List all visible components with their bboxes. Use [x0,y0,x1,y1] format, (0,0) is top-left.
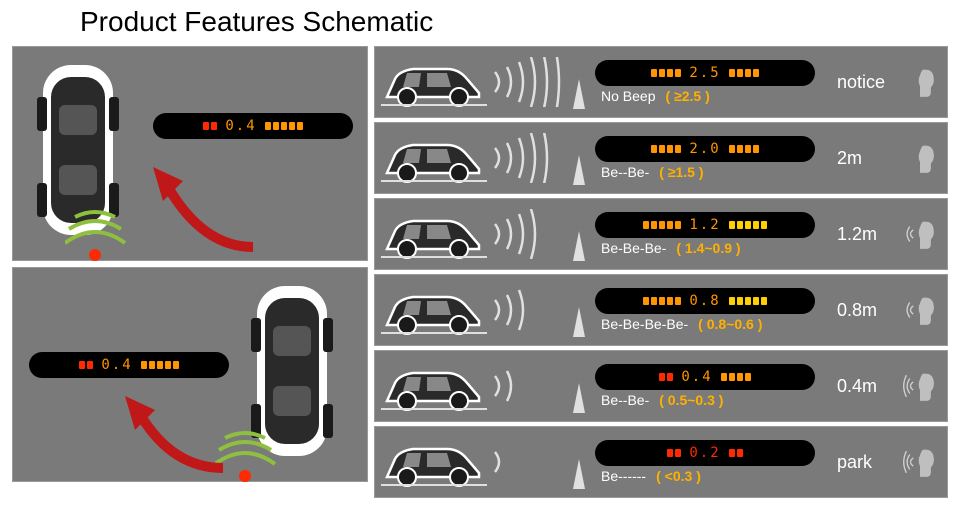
left-column: 0.4 0.4 [12,46,368,498]
threshold-label: ( <0.3 ) [656,468,701,484]
threshold-label: ( 0.8~0.6 ) [698,316,762,332]
distance-label: 2m [837,148,893,169]
sensor-display: 1.2 [595,212,815,238]
car-side-icon [379,283,489,337]
beep-pattern: Be--Be- [601,392,649,408]
left-bars [651,145,681,153]
sonar-waves-icon [489,437,569,487]
left-bars [643,297,681,305]
display-block: 2.0 Be--Be- ( ≥1.5 ) [595,136,815,180]
right-bars [265,122,303,130]
display-reading: 0.4 [221,118,261,134]
display-block: 2.5 No Beep ( ≥2.5 ) [595,60,815,104]
driver-head-icon [901,210,939,258]
obstacle-cone-icon [573,307,585,337]
car-side-icon [379,359,489,413]
sonar-waves-icon [489,285,569,335]
distance-label: 1.2m [837,224,893,245]
right-bars [729,297,767,305]
distance-label: 0.8m [837,300,893,321]
sonar-waves-icon [489,133,569,183]
display-block: 0.2 Be------ ( <0.3 ) [595,440,815,484]
right-bars [729,221,767,229]
distance-row: 2.5 No Beep ( ≥2.5 ) notice [374,46,948,118]
driver-head-icon [901,286,939,334]
left-bars [203,122,217,130]
driver-head-icon [901,438,939,486]
distance-label: 0.4m [837,376,893,397]
schematic-panel-top: 0.4 [12,46,368,261]
obstacle-cone-icon [573,231,585,261]
main-layout: 0.4 0.4 [0,46,960,498]
car-side-icon [379,207,489,261]
sensor-waves-icon [65,207,155,267]
display-reading: 2.0 [685,141,725,157]
sonar-waves-icon [489,57,569,107]
sensor-display: 2.0 [595,136,815,162]
threshold-label: ( 1.4~0.9 ) [676,240,740,256]
sensor-display: 0.2 [595,440,815,466]
left-bars [659,373,673,381]
display-block: 0.4 Be--Be- ( 0.5~0.3 ) [595,364,815,408]
car-side-icon [379,435,489,489]
distance-row: 0.8 Be-Be-Be-Be- ( 0.8~0.6 ) 0.8m [374,274,948,346]
distance-row: 0.4 Be--Be- ( 0.5~0.3 ) 0.4m [374,350,948,422]
left-bars [667,449,681,457]
display-reading: 0.4 [97,357,137,373]
sonar-waves-icon [489,209,569,259]
beep-pattern: Be-Be-Be- [601,240,666,256]
left-bars [651,69,681,77]
distance-rows: 2.5 No Beep ( ≥2.5 ) notice 2.0 [374,46,948,498]
sonar-waves-icon [489,361,569,411]
right-bars [729,145,759,153]
sensor-display: 0.4 [595,364,815,390]
right-bars [729,449,743,457]
display-reading: 0.4 [677,369,717,385]
beep-pattern: Be------ [601,468,646,484]
left-bars [79,361,93,369]
right-bars [729,69,759,77]
car-side-icon [379,55,489,109]
driver-head-icon [901,134,939,182]
beep-pattern: Be-Be-Be-Be- [601,316,688,332]
schematic-panel-bottom: 0.4 [12,267,368,482]
sensor-display: 0.4 [153,113,353,139]
right-bars [721,373,751,381]
sensor-display: 0.4 [29,352,229,378]
display-block: 1.2 Be-Be-Be- ( 1.4~0.9 ) [595,212,815,256]
distance-label: park [837,452,893,473]
driver-head-icon [901,58,939,106]
beep-pattern: Be--Be- [601,164,649,180]
obstacle-cone-icon [573,383,585,413]
page-title: Product Features Schematic [0,0,960,46]
distance-row: 0.2 Be------ ( <0.3 ) park [374,426,948,498]
obstacle-cone-icon [573,459,585,489]
display-reading: 1.2 [685,217,725,233]
distance-row: 1.2 Be-Be-Be- ( 1.4~0.9 ) 1.2m [374,198,948,270]
obstacle-cone-icon [573,155,585,185]
threshold-label: ( 0.5~0.3 ) [659,392,723,408]
sensor-display: 0.8 [595,288,815,314]
car-side-icon [379,131,489,185]
threshold-label: ( ≥2.5 ) [665,88,709,104]
display-block: 0.8 Be-Be-Be-Be- ( 0.8~0.6 ) [595,288,815,332]
obstacle-cone-icon [573,79,585,109]
threshold-label: ( ≥1.5 ) [659,164,703,180]
beep-pattern: No Beep [601,88,655,104]
sensor-display: 2.5 [595,60,815,86]
driver-head-icon [901,362,939,410]
display-reading: 0.2 [685,445,725,461]
distance-row: 2.0 Be--Be- ( ≥1.5 ) 2m [374,122,948,194]
left-bars [643,221,681,229]
display-reading: 0.8 [685,293,725,309]
right-bars [141,361,179,369]
distance-label: notice [837,72,893,93]
arrow-icon [143,157,283,267]
display-reading: 2.5 [685,65,725,81]
arrow-icon [113,388,243,488]
